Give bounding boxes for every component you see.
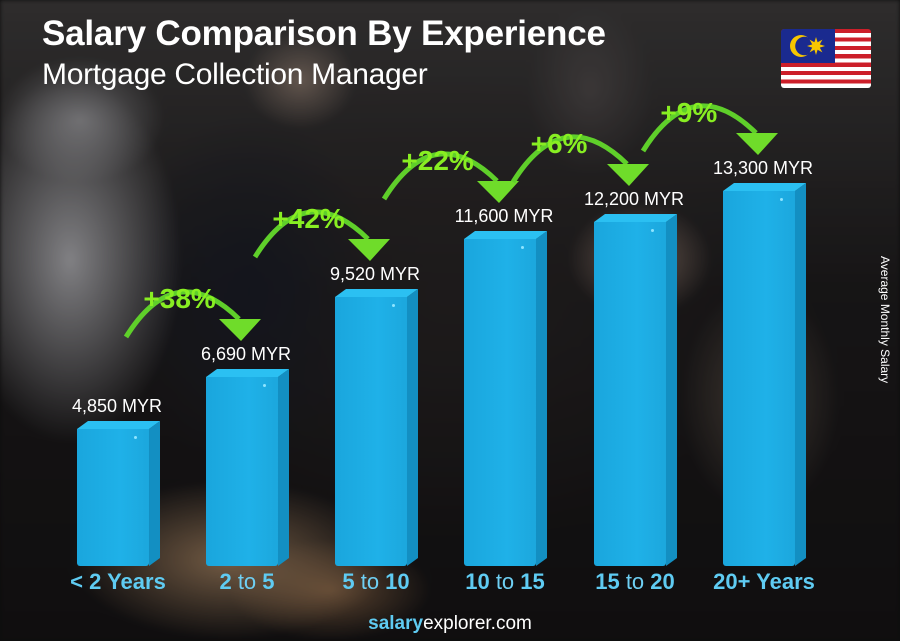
x-axis-label: < 2 Years [70, 569, 166, 594]
bar-3 [464, 231, 547, 566]
bar-value-label: 4,850 MYR [71, 396, 163, 416]
x-axis-label: 20+ Years [713, 569, 815, 594]
increase-arrow-icon [252, 209, 390, 261]
bar-4 [594, 214, 677, 566]
x-axis-label: 10 to 15 [465, 569, 545, 594]
bar-5 [723, 183, 806, 566]
bar-value-label: 12,200 MYR [583, 189, 685, 209]
bar-value-label: 9,520 MYR [329, 264, 421, 284]
increase-percent-label: +9% [660, 97, 718, 128]
x-axis-label: 5 to 10 [342, 569, 410, 594]
footer-brand[interactable]: salaryexplorer.com [368, 613, 532, 634]
bar-value-label: 13,300 MYR [712, 158, 814, 178]
x-axis-label: 15 to 20 [595, 569, 675, 594]
chart-title: Salary Comparison By Experience [42, 14, 606, 53]
increase-percent-label: +6% [530, 128, 588, 159]
increase-arrow-icon [123, 289, 261, 341]
increase-percent-label: +42% [272, 203, 345, 234]
bar-2 [335, 289, 418, 566]
increase-arrow-icon [381, 151, 519, 203]
y-axis-label: Average Monthly Salary [878, 256, 892, 384]
bar-value-label: 11,600 MYR [454, 206, 554, 226]
increase-percent-label: +22% [401, 145, 474, 176]
malaysia-flag-icon [781, 29, 871, 88]
bar-value-label: 6,690 MYR [200, 344, 292, 364]
increase-arrow-icon [510, 134, 649, 186]
bar-0 [77, 421, 160, 566]
bar-1 [206, 369, 289, 566]
x-axis-label: 2 to 5 [219, 569, 275, 594]
chart-subtitle: Mortgage Collection Manager [42, 58, 428, 91]
increase-percent-label: +38% [143, 283, 216, 314]
increase-arrow-icon [640, 103, 778, 155]
